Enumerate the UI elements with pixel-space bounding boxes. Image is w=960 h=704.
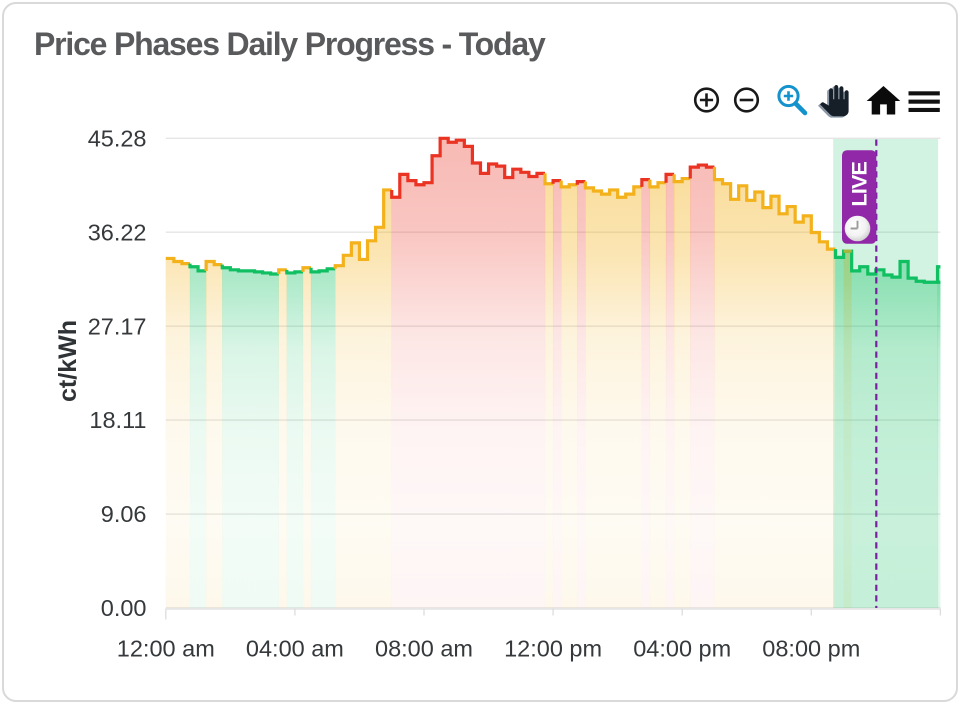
svg-text:12:00 pm: 12:00 pm [504,636,602,662]
svg-text:18.11: 18.11 [89,407,146,433]
svg-text:45.28: 45.28 [88,125,147,151]
svg-text:ct/kWh: ct/kWh [54,320,82,402]
svg-text:27.17: 27.17 [88,313,147,339]
svg-text:04:00 am: 04:00 am [246,636,344,662]
svg-text:04:00 pm: 04:00 pm [633,636,731,662]
svg-text:0.00: 0.00 [101,595,147,621]
svg-text:08:00 pm: 08:00 pm [762,636,860,662]
svg-text:08:00 am: 08:00 am [375,636,473,662]
svg-text:9.06: 9.06 [101,501,147,527]
svg-text:Price Phases Daily Progress -: Price Phases Daily Progress - Today [34,26,546,62]
svg-text:36.22: 36.22 [88,219,147,245]
svg-text:12:00 am: 12:00 am [117,636,215,662]
svg-text:LIVE: LIVE [848,161,872,206]
